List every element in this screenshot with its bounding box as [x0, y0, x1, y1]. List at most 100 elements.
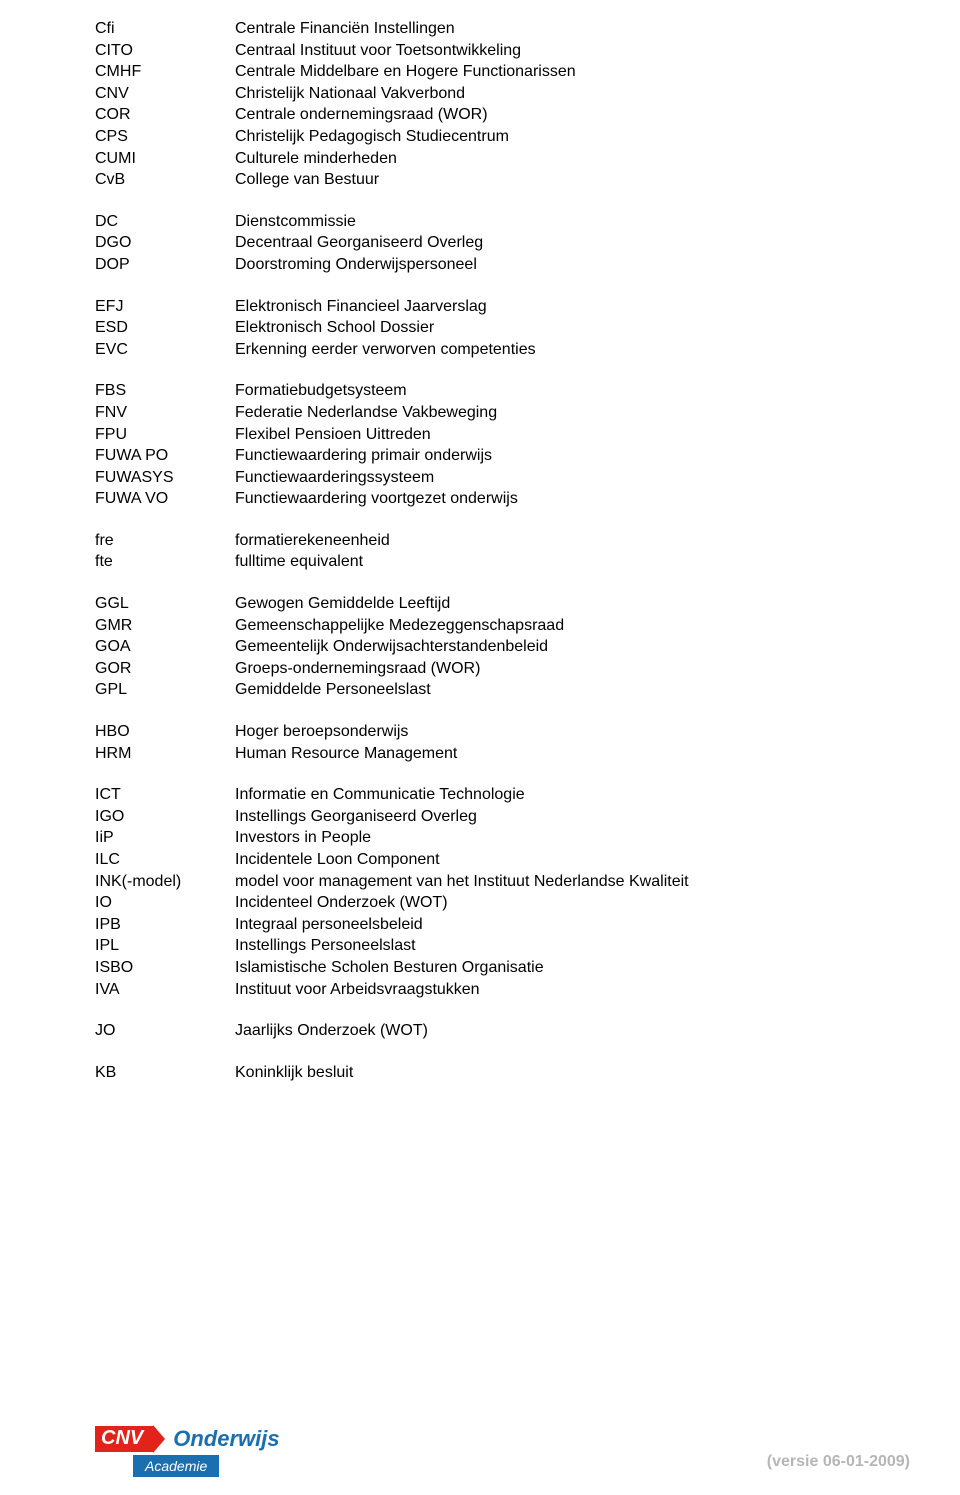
logo-onderwijs-text: Onderwijs	[173, 1426, 279, 1452]
abbreviation-row: GGLGewogen Gemiddelde Leeftijd	[95, 593, 910, 615]
logo-academie-text: Academie	[133, 1455, 219, 1477]
abbreviation-term: IVA	[95, 979, 235, 1001]
abbreviation-row: KBKoninklijk besluit	[95, 1062, 910, 1084]
abbreviation-row: ILCIncidentele Loon Component	[95, 849, 910, 871]
abbreviation-term: fre	[95, 530, 235, 552]
abbreviation-term: GOR	[95, 658, 235, 680]
logo-top-row: CNV Onderwijs	[95, 1425, 280, 1453]
abbreviation-expansion: Gemeenschappelijke Medezeggenschapsraad	[235, 615, 910, 637]
abbreviation-expansion: Formatiebudgetsysteem	[235, 380, 910, 402]
abbreviation-term: FBS	[95, 380, 235, 402]
abbreviation-row: IiPInvestors in People	[95, 827, 910, 849]
abbreviation-row: CvBCollege van Bestuur	[95, 169, 910, 191]
abbreviation-expansion: Dienstcommissie	[235, 211, 910, 233]
abbreviation-term: CITO	[95, 40, 235, 62]
abbreviation-row: GORGroeps-ondernemingsraad (WOR)	[95, 658, 910, 680]
abbreviation-term: Cfi	[95, 18, 235, 40]
abbreviation-group: ICTInformatie en Communicatie Technologi…	[95, 784, 910, 1000]
abbreviation-term: ILC	[95, 849, 235, 871]
abbreviation-row: EVCErkenning eerder verworven competenti…	[95, 339, 910, 361]
abbreviation-row: JOJaarlijks Onderzoek (WOT)	[95, 1020, 910, 1042]
abbreviation-expansion: Flexibel Pensioen Uittreden	[235, 424, 910, 446]
abbreviation-row: CITOCentraal Instituut voor Toetsontwikk…	[95, 40, 910, 62]
abbreviation-expansion: Gemeentelijk Onderwijsachterstandenbelei…	[235, 636, 910, 658]
abbreviation-expansion: Groeps-ondernemingsraad (WOR)	[235, 658, 910, 680]
abbreviation-term: IGO	[95, 806, 235, 828]
abbreviation-term: GOA	[95, 636, 235, 658]
abbreviation-term: CvB	[95, 169, 235, 191]
abbreviation-row: GPLGemiddelde Personeelslast	[95, 679, 910, 701]
abbreviation-group: EFJElektronisch Financieel JaarverslagES…	[95, 296, 910, 361]
abbreviation-expansion: Erkenning eerder verworven competenties	[235, 339, 910, 361]
abbreviation-row: INK(-model)model voor management van het…	[95, 871, 910, 893]
abbreviation-expansion: model voor management van het Instituut …	[235, 871, 910, 893]
abbreviation-term: fte	[95, 551, 235, 573]
abbreviation-term: IiP	[95, 827, 235, 849]
abbreviation-row: CMHFCentrale Middelbare en Hogere Functi…	[95, 61, 910, 83]
version-label: (versie 06-01-2009)	[767, 1453, 910, 1477]
abbreviation-expansion: Culturele minderheden	[235, 148, 910, 170]
abbreviation-row: FUWA POFunctiewaardering primair onderwi…	[95, 445, 910, 467]
abbreviation-row: ICTInformatie en Communicatie Technologi…	[95, 784, 910, 806]
abbreviation-group: FBSFormatiebudgetsysteemFNVFederatie Ned…	[95, 380, 910, 510]
abbreviation-term: GGL	[95, 593, 235, 615]
abbreviation-expansion: College van Bestuur	[235, 169, 910, 191]
abbreviation-term: KB	[95, 1062, 235, 1084]
abbreviation-term: ESD	[95, 317, 235, 339]
abbreviation-term: IPL	[95, 935, 235, 957]
abbreviation-expansion: Incidentele Loon Component	[235, 849, 910, 871]
abbreviation-term: EVC	[95, 339, 235, 361]
abbreviation-row: CPSChristelijk Pedagogisch Studiecentrum	[95, 126, 910, 148]
abbreviation-term: FUWASYS	[95, 467, 235, 489]
abbreviation-expansion: Functiewaardering primair onderwijs	[235, 445, 910, 467]
abbreviation-row: FNVFederatie Nederlandse Vakbeweging	[95, 402, 910, 424]
abbreviation-expansion: Federatie Nederlandse Vakbeweging	[235, 402, 910, 424]
abbreviation-group: DCDienstcommissieDGODecentraal Georganis…	[95, 211, 910, 276]
abbreviation-term: DGO	[95, 232, 235, 254]
abbreviation-row: CUMICulturele minderheden	[95, 148, 910, 170]
abbreviation-expansion: Koninklijk besluit	[235, 1062, 910, 1084]
abbreviation-row: CORCentrale ondernemingsraad (WOR)	[95, 104, 910, 126]
cnv-logo-arrow-icon	[153, 1425, 165, 1453]
abbreviation-row: GOAGemeentelijk Onderwijsachterstandenbe…	[95, 636, 910, 658]
abbreviation-expansion: Investors in People	[235, 827, 910, 849]
abbreviation-expansion: Jaarlijks Onderzoek (WOT)	[235, 1020, 910, 1042]
abbreviation-row: IPBIntegraal personeelsbeleid	[95, 914, 910, 936]
abbreviation-term: ISBO	[95, 957, 235, 979]
abbreviation-row: freformatierekeneenheid	[95, 530, 910, 552]
abbreviation-row: CfiCentrale Financiën Instellingen	[95, 18, 910, 40]
abbreviation-term: GMR	[95, 615, 235, 637]
abbreviation-expansion: Centrale ondernemingsraad (WOR)	[235, 104, 910, 126]
abbreviation-expansion: Human Resource Management	[235, 743, 910, 765]
abbreviation-expansion: Elektronisch School Dossier	[235, 317, 910, 339]
document-page: CfiCentrale Financiën InstellingenCITOCe…	[0, 0, 960, 1495]
abbreviation-group: HBOHoger beroepsonderwijsHRMHuman Resour…	[95, 721, 910, 764]
abbreviation-expansion: Instellings Personeelslast	[235, 935, 910, 957]
abbreviation-row: IVAInstituut voor Arbeidsvraagstukken	[95, 979, 910, 1001]
abbreviation-expansion: Instituut voor Arbeidsvraagstukken	[235, 979, 910, 1001]
abbreviation-term: CMHF	[95, 61, 235, 83]
page-footer: CNV Onderwijs Academie (versie 06-01-200…	[0, 1425, 960, 1477]
abbreviation-term: JO	[95, 1020, 235, 1042]
abbreviation-term: CPS	[95, 126, 235, 148]
abbreviation-row: IOIncidenteel Onderzoek (WOT)	[95, 892, 910, 914]
abbreviation-row: ESDElektronisch School Dossier	[95, 317, 910, 339]
cnv-logo-box: CNV	[95, 1426, 153, 1452]
abbreviation-term: INK(-model)	[95, 871, 235, 893]
abbreviation-term: GPL	[95, 679, 235, 701]
abbreviation-row: EFJElektronisch Financieel Jaarverslag	[95, 296, 910, 318]
abbreviation-expansion: Instellings Georganiseerd Overleg	[235, 806, 910, 828]
abbreviation-term: ICT	[95, 784, 235, 806]
abbreviation-expansion: Christelijk Pedagogisch Studiecentrum	[235, 126, 910, 148]
abbreviation-row: DCDienstcommissie	[95, 211, 910, 233]
abbreviation-row: CNVChristelijk Nationaal Vakverbond	[95, 83, 910, 105]
abbreviation-expansion: Hoger beroepsonderwijs	[235, 721, 910, 743]
abbreviation-group: KBKoninklijk besluit	[95, 1062, 910, 1084]
abbreviation-row: HBOHoger beroepsonderwijs	[95, 721, 910, 743]
abbreviation-row: FPUFlexibel Pensioen Uittreden	[95, 424, 910, 446]
abbreviation-term: FUWA VO	[95, 488, 235, 510]
abbreviation-term: EFJ	[95, 296, 235, 318]
abbreviation-expansion: Decentraal Georganiseerd Overleg	[235, 232, 910, 254]
abbreviation-expansion: Gewogen Gemiddelde Leeftijd	[235, 593, 910, 615]
abbreviation-expansion: Islamistische Scholen Besturen Organisat…	[235, 957, 910, 979]
